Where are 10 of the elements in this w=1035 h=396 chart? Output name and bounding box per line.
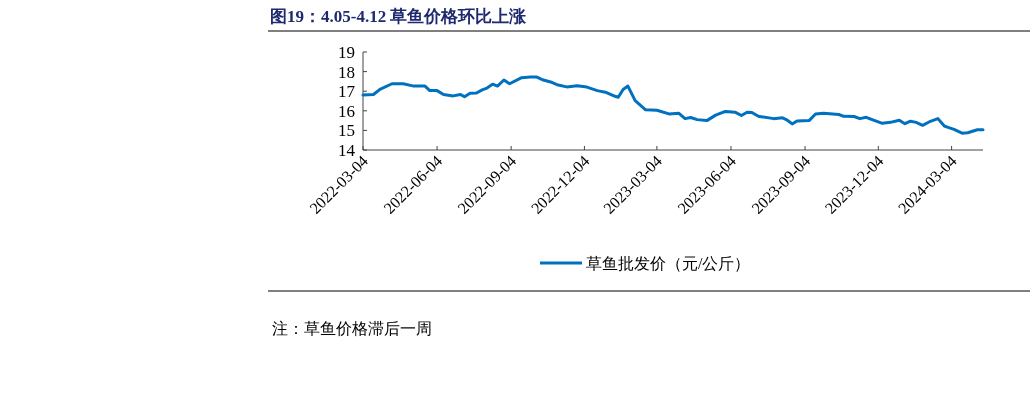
y-tick-label: 16	[338, 101, 355, 121]
text: 注：草鱼价格滞后一周	[272, 320, 432, 337]
y-tick-label: 14	[338, 141, 356, 160]
line-series	[361, 75, 985, 135]
y-tick-label: 15	[338, 121, 355, 141]
chart-title: 图19：4.05-4.12 草鱼价格环比上涨	[270, 7, 528, 26]
y-tick-label: 19	[338, 43, 355, 62]
y-tick-label: 17	[338, 82, 356, 102]
y-tick-label: 18	[338, 62, 355, 82]
legend-label: 草鱼批发价（元/公斤）	[586, 255, 751, 272]
